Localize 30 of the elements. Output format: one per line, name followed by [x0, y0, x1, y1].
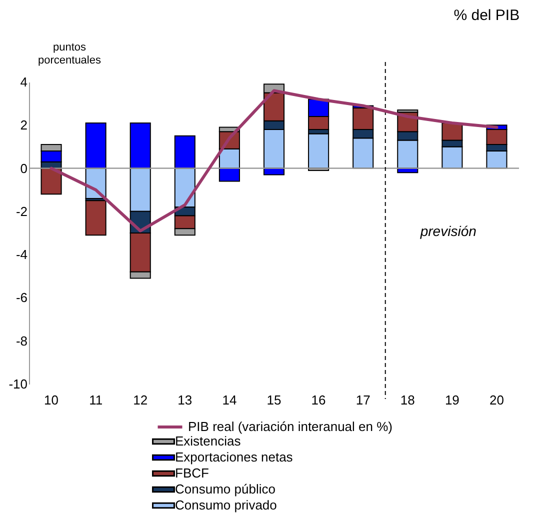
y-tick-label: 0 — [20, 160, 28, 176]
legend-label: Consumo público — [175, 482, 276, 496]
y-tick-label: -8 — [16, 333, 28, 348]
legend-label: FBCF — [175, 466, 209, 480]
y-axis-title: puntos porcentuales — [38, 42, 102, 66]
bar — [308, 133, 330, 169]
x-tick-label: 15 — [266, 392, 282, 408]
y-tick-label: 2 — [20, 118, 28, 133]
ref-line-label: previsión — [419, 223, 477, 239]
y-tick-label: 4 — [20, 74, 28, 90]
x-tick-label: 13 — [178, 392, 192, 408]
y-tick-label: -6 — [16, 290, 28, 306]
legend-label: Existencias — [175, 434, 242, 448]
x-tick-label: 10 — [44, 392, 59, 408]
x-tick-label: 18 — [400, 392, 415, 408]
y-tick-label: -2 — [16, 204, 28, 219]
x-tick-label: 20 — [489, 392, 504, 408]
x-tick-label: 11 — [89, 392, 103, 408]
x-tick-label: 14 — [222, 392, 237, 408]
y-tick-label: -10 — [8, 376, 28, 392]
legend-label: Exportaciones netas — [175, 450, 294, 464]
legend-label: Consumo privado — [175, 498, 277, 512]
x-tick-label: 12 — [133, 392, 148, 408]
y-tick-label: -4 — [16, 247, 28, 262]
chart-title: % del PIB — [454, 7, 520, 24]
x-tick-label: 17 — [356, 392, 370, 408]
x-tick-label: 16 — [311, 392, 326, 408]
bar — [85, 200, 106, 236]
legend-label: PIB real (variación interanual en %) — [188, 419, 392, 434]
x-tick-label: 19 — [444, 392, 460, 408]
